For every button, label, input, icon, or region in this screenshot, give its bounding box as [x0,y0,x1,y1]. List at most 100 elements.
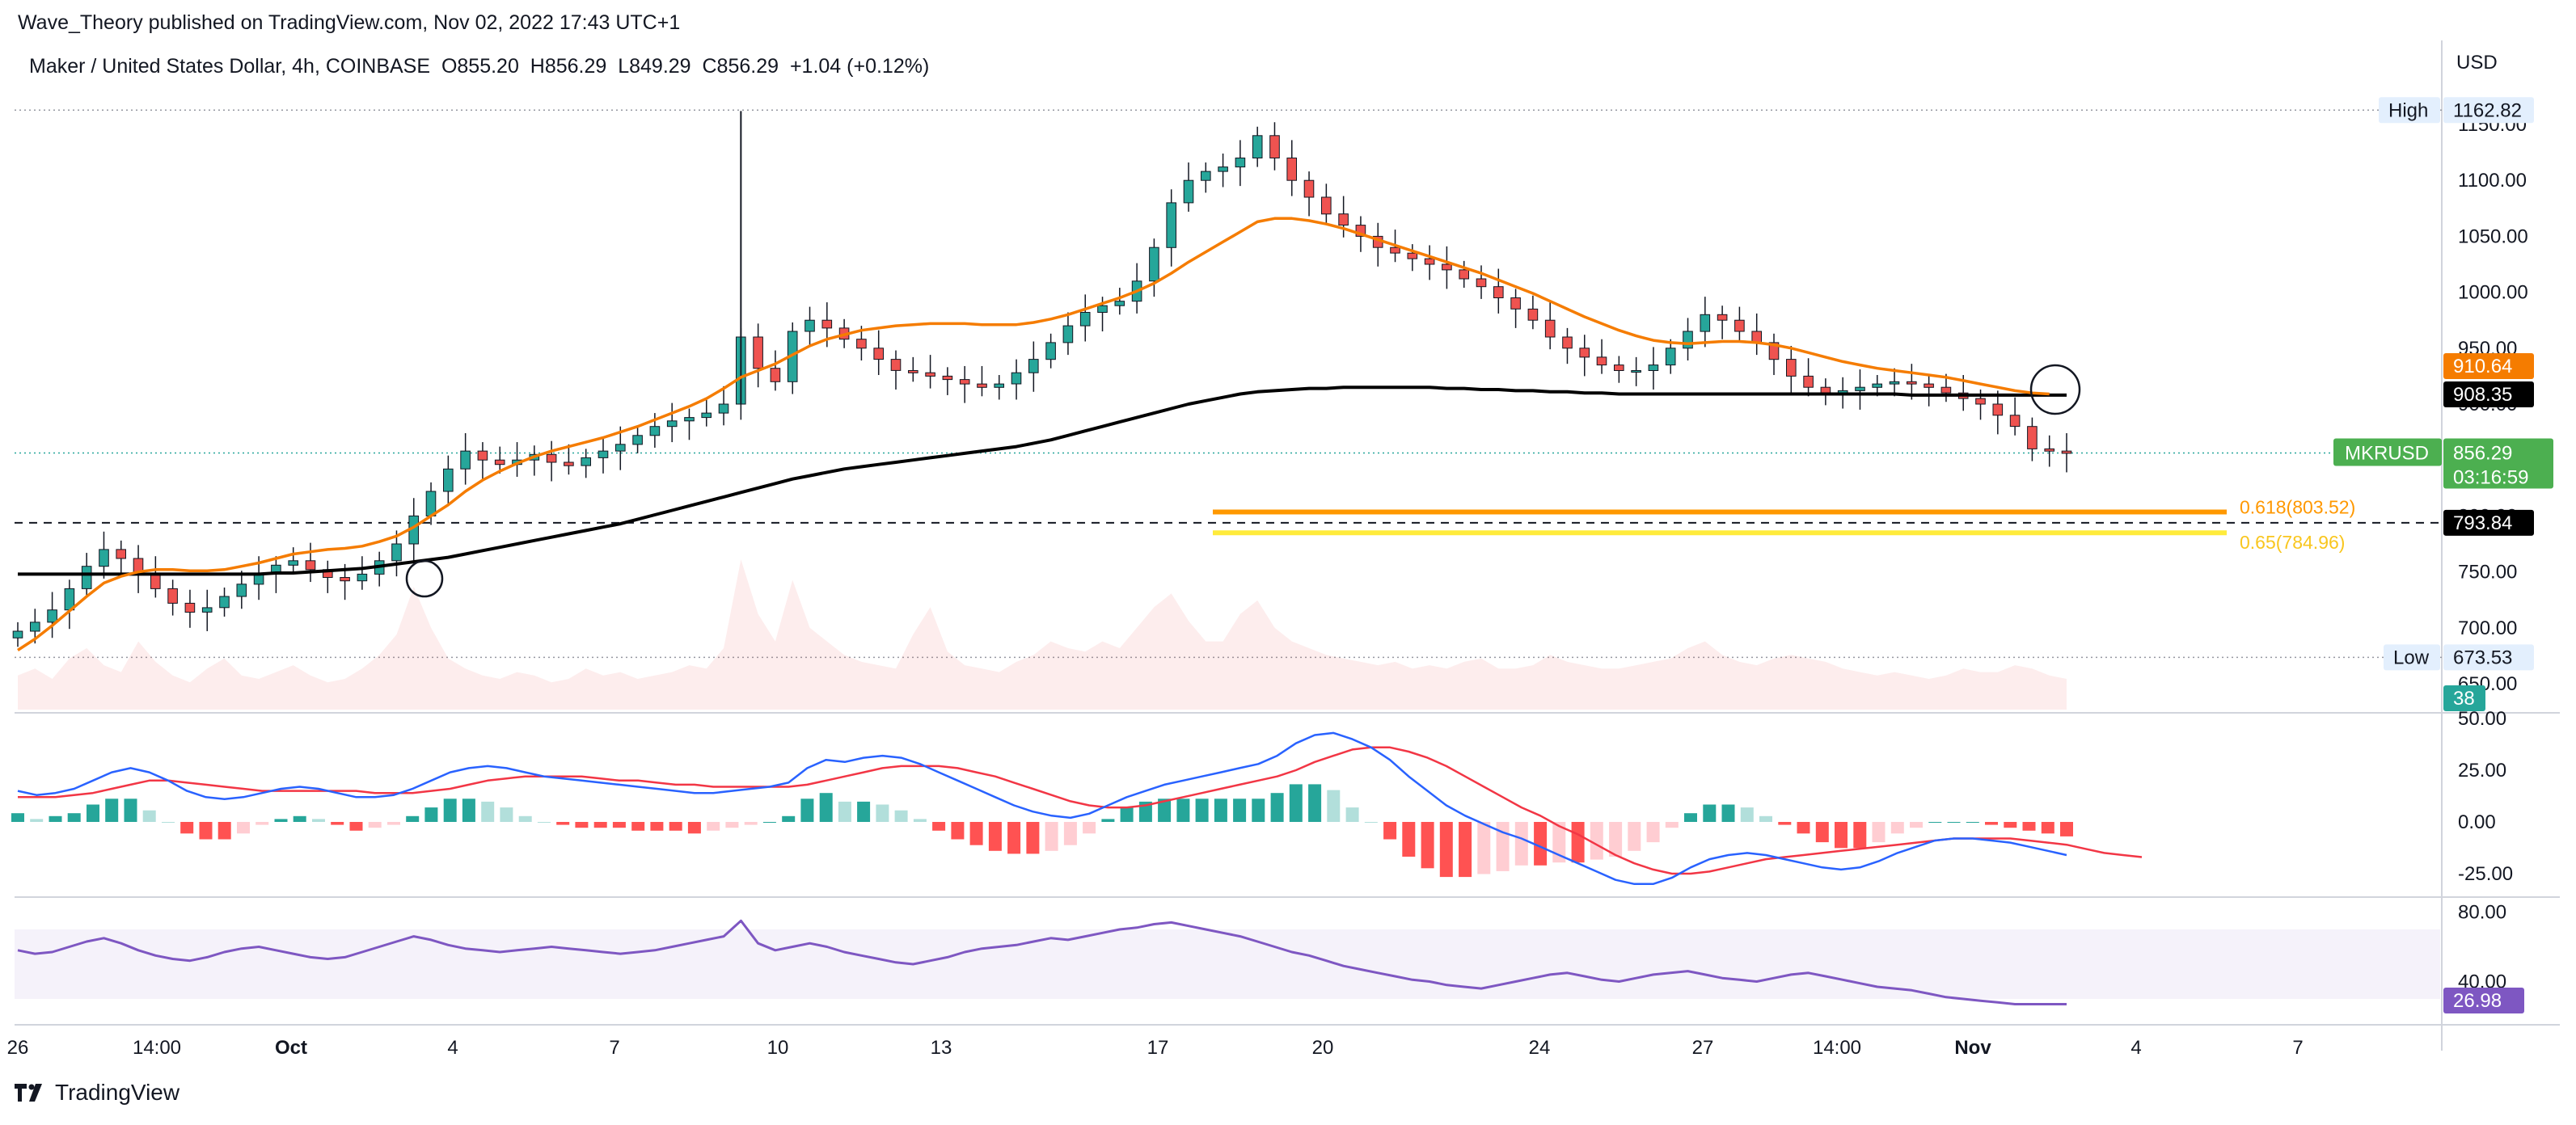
candle-body [1028,359,1039,373]
candle-body [959,379,970,385]
macd-hist-bar [1345,807,1359,822]
high-value: H856.29 [530,55,607,78]
candle-body [1579,348,1590,358]
candle-body [1338,213,1349,226]
macd-tick-label: 50.00 [2458,708,2506,730]
macd-hist-bar [1158,798,1172,822]
ema200-line [18,386,2067,576]
macd-signal-line [18,746,2143,875]
last-price-tag-bg [2443,438,2553,489]
macd-hist-bar [237,822,250,834]
macd-hist-bar [1571,822,1585,863]
time-tick-label: 27 [1692,1037,1714,1059]
ema50-tag-value-bg [2443,353,2534,379]
symbol-tag-label: MKRUSD [2345,442,2429,464]
macd-hist-bar [744,822,758,825]
macd-hist-bar [1327,790,1341,822]
candle-body [460,450,471,470]
low-tag-value-bg [2443,644,2534,671]
candle-body [150,573,161,589]
macd-hist-bar [707,822,720,831]
candle-body [1648,364,1659,372]
candle-body [1544,319,1556,338]
time-tick-label: 7 [2292,1037,2303,1059]
macd-hist-bar [612,822,626,828]
macd-hist-bar [876,804,889,822]
macd-hist-bar [424,807,438,822]
macd-hist-bar [142,810,156,822]
macd-hist-bar [1477,822,1491,874]
macd-hist-bar [1252,798,1265,822]
macd-hist-bar [368,822,382,828]
macd-hist-bar [687,822,701,834]
macd-hist-bar [331,822,344,825]
macd-hist-bar [1947,822,1961,823]
candle-body [1424,258,1435,265]
candle-body [1321,196,1332,215]
macd-hist-bar [819,793,833,822]
macd-hist-bar [274,819,288,822]
candle-body [1390,246,1400,254]
candle-body [564,461,574,466]
candle-body [340,577,350,582]
candle-body [30,621,40,632]
candle-body [1201,171,1211,181]
macd-hist-bar [1101,819,1115,822]
currency-label: USD [2456,52,2498,74]
candle-body [1820,386,1831,394]
candle-body [1734,319,1745,332]
macd-hist-bar [725,822,739,828]
macd-hist-bar [762,822,776,823]
rsi-line [17,919,2067,1005]
candle-body [443,468,454,492]
candle-body [1717,314,1728,321]
candle-body [47,609,57,623]
macd-hist-bar [1289,784,1303,822]
footer-brand: TradingView [15,1080,179,1106]
candle-body [770,368,781,382]
candle-body [1992,403,2004,416]
macd-hist-bar [988,822,1002,851]
high-tag-label: High [2388,99,2428,121]
candle-body [1924,383,1934,388]
candle-body [1907,381,1917,385]
macd-hist-bar [387,822,400,825]
volume-badge: 38 [2453,688,2475,710]
macd-hist-bar [575,822,589,828]
macd-hist-bar [1759,815,1772,822]
candle-body [856,339,867,349]
macd-hist-bar [124,798,137,822]
macd-hist-bar [913,819,927,822]
candle-body [581,457,592,466]
ema200-tag-value-bg [2443,381,2534,407]
candle-body [1011,372,1022,385]
macd-hist-bar [1890,822,1904,834]
last-price-tag-value: 856.29 [2453,442,2512,464]
price-tick-label: 1100.00 [2458,170,2527,192]
macd-hist-bar [1665,822,1679,828]
candle-body [288,560,298,566]
macd-hist-bar [1910,822,1923,828]
time-tick-label: 26 [7,1037,29,1059]
candle-body [1252,135,1263,159]
low-tag-label: Low [2393,647,2430,668]
candle-body [1562,336,1573,349]
candle-body [1286,158,1298,181]
macd-hist-bar [1684,813,1697,822]
close-value: C856.29 [702,55,779,78]
macd-hist-bar [312,819,325,822]
macd-hist-bar [1214,798,1227,822]
rsi-tick-label: 80.00 [2458,902,2506,924]
candle-body [1218,166,1228,172]
macd-hist-bar [800,798,814,822]
macd-hist-bar [969,822,983,845]
macd-hist-bar [49,815,62,822]
candle-body [925,372,935,377]
candle-body [1149,246,1159,282]
macd-hist-bar [500,807,513,822]
candles-group [12,122,2072,647]
time-tick-label: 17 [1147,1037,1169,1059]
macd-hist-bar [2022,822,2036,831]
macd-hist-bar [443,798,457,822]
macd-hist-bar [255,822,269,825]
